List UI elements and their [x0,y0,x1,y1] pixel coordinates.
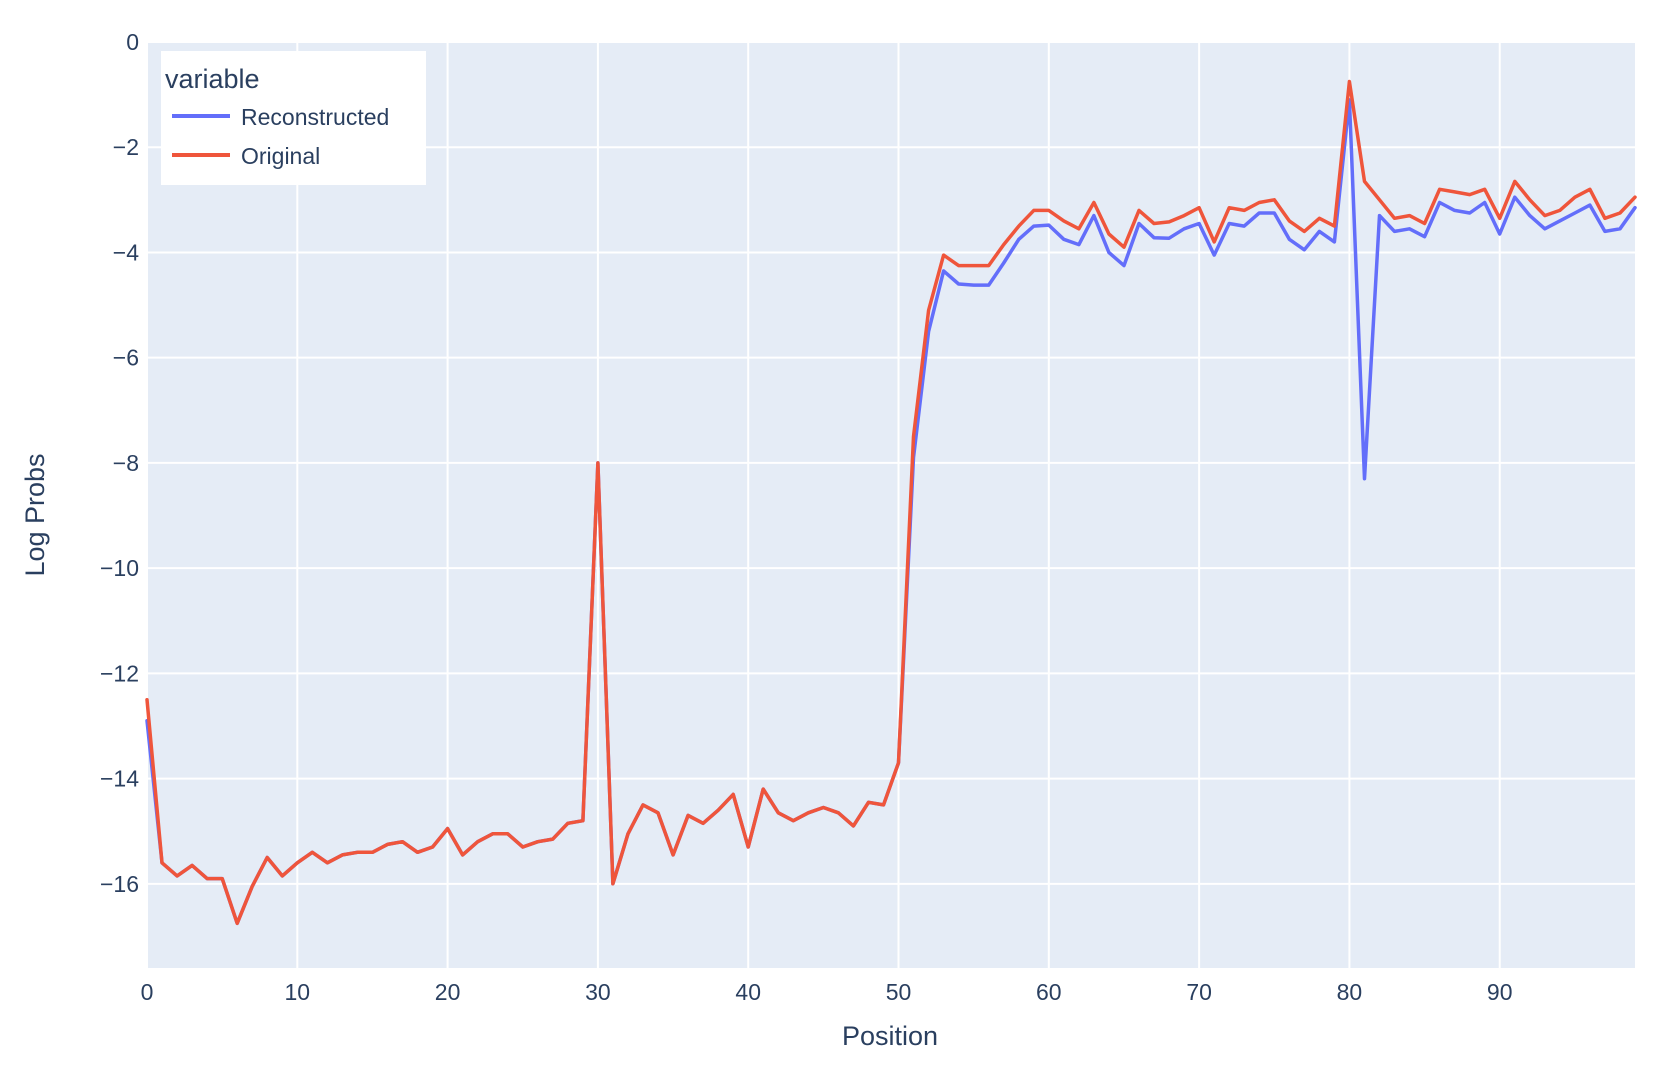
legend: variable Reconstructed Original [161,51,426,185]
y-gridlines [147,41,1635,885]
legend-item-original[interactable]: Original [172,143,320,169]
y-tick-label: −8 [113,450,139,476]
legend-label-original: Original [241,143,320,169]
series-line-original [145,79,1637,926]
x-tick-label: 0 [141,979,154,1005]
y-tick-label: −16 [100,871,139,897]
y-tick-label: −12 [100,660,139,686]
y-tick-label: −2 [113,134,139,160]
x-tick-label: 80 [1337,979,1363,1005]
legend-label-reconstructed: Reconstructed [241,104,389,130]
x-tick-label: 50 [886,979,912,1005]
x-gridlines [146,42,1501,968]
y-tick-labels: 0 −2 −4 −6 −8 −10 −12 −14 −16 [100,29,139,897]
x-tick-label: 70 [1186,979,1212,1005]
y-tick-label: −14 [100,766,139,792]
x-tick-label: 10 [285,979,311,1005]
x-tick-labels: 0 10 20 30 40 50 60 70 80 90 [141,979,1513,1005]
y-tick-label: 0 [126,29,139,55]
legend-title: variable [165,64,260,94]
y-tick-label: −10 [100,555,139,581]
x-tick-label: 30 [585,979,611,1005]
y-axis-title: Log Probs [20,453,50,576]
x-tick-label: 20 [435,979,461,1005]
x-axis-title: Position [842,1021,938,1051]
x-tick-label: 40 [735,979,761,1005]
x-tick-label: 60 [1036,979,1062,1005]
y-tick-label: −6 [113,345,139,371]
plot-area [147,42,1635,968]
x-tick-label: 90 [1487,979,1513,1005]
y-tick-label: −4 [113,239,139,265]
legend-item-reconstructed[interactable]: Reconstructed [172,104,389,130]
series-lines [145,79,1637,926]
